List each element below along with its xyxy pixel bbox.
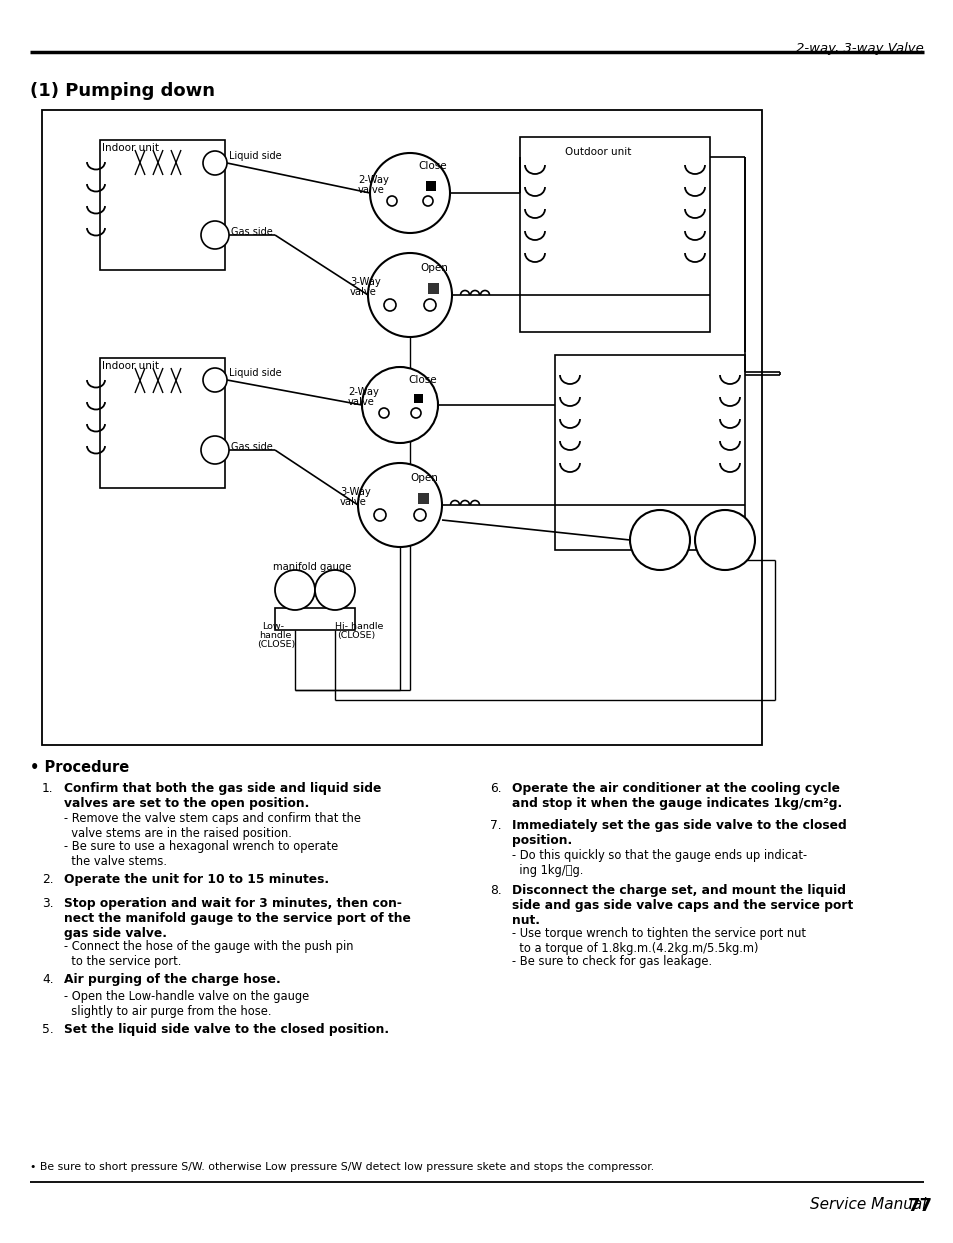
Text: handle: handle (258, 631, 291, 640)
Text: valve: valve (357, 185, 384, 195)
Text: - Use torque wrench to tighten the service port nut
  to a torque of 1.8kg.m.(4.: - Use torque wrench to tighten the servi… (512, 927, 805, 955)
Text: Close: Close (417, 162, 446, 172)
Bar (42, 109, 761, 745)
Circle shape (201, 436, 229, 464)
Text: - Be sure to check for gas leakage.: - Be sure to check for gas leakage. (512, 955, 711, 968)
Bar (100, 140, 225, 270)
Text: - Do this quickly so that the gauge ends up indicat-
  ing 1kg/㎠g.: - Do this quickly so that the gauge ends… (512, 849, 806, 878)
Circle shape (357, 462, 441, 547)
Circle shape (203, 150, 227, 175)
Text: Gas side: Gas side (231, 443, 273, 452)
Text: Hi- handle: Hi- handle (335, 622, 383, 631)
Text: 3.: 3. (42, 897, 53, 910)
Text: Open: Open (419, 264, 447, 273)
Bar (417, 493, 429, 503)
Text: 2-Way: 2-Way (357, 175, 389, 185)
Text: 7.: 7. (490, 819, 501, 832)
Text: 3-Way: 3-Way (350, 277, 380, 287)
Text: • Be sure to short pressure S/W. otherwise Low pressure S/W detect low pressure : • Be sure to short pressure S/W. otherwi… (30, 1162, 654, 1172)
Text: 77: 77 (907, 1197, 932, 1214)
Text: Service Manual: Service Manual (809, 1197, 925, 1212)
Text: Stop operation and wait for 3 minutes, then con-
nect the manifold gauge to the : Stop operation and wait for 3 minutes, t… (64, 897, 411, 940)
Text: - Connect the hose of the gauge with the push pin
  to the service port.: - Connect the hose of the gauge with the… (64, 940, 354, 968)
Text: - Open the Low-handle valve on the gauge
  slightly to air purge from the hose.: - Open the Low-handle valve on the gauge… (64, 989, 309, 1018)
Circle shape (374, 508, 386, 521)
Text: Set the liquid side valve to the closed position.: Set the liquid side valve to the closed … (64, 1023, 389, 1035)
Circle shape (387, 196, 396, 206)
Circle shape (368, 254, 452, 337)
Bar (100, 358, 225, 488)
Text: valve: valve (348, 397, 375, 406)
Text: (CLOSE): (CLOSE) (256, 640, 294, 649)
Text: 2.: 2. (42, 873, 53, 886)
Circle shape (203, 368, 227, 392)
Text: Close: Close (408, 375, 436, 385)
Text: Low-: Low- (262, 622, 284, 631)
Text: 6.: 6. (490, 782, 501, 796)
Text: - Remove the valve stem caps and confirm that the
  valve stems are in the raise: - Remove the valve stem caps and confirm… (64, 812, 360, 840)
Text: Operate the unit for 10 to 15 minutes.: Operate the unit for 10 to 15 minutes. (64, 873, 329, 886)
Bar (274, 608, 355, 630)
Text: Gas side: Gas side (231, 227, 273, 237)
Circle shape (629, 510, 689, 571)
Text: Operate the air conditioner at the cooling cycle
and stop it when the gauge indi: Operate the air conditioner at the cooli… (512, 782, 841, 810)
Circle shape (384, 300, 395, 311)
Text: (CLOSE): (CLOSE) (336, 631, 375, 640)
Text: • Procedure: • Procedure (30, 759, 129, 774)
Text: Confirm that both the gas side and liquid side
valves are set to the open positi: Confirm that both the gas side and liqui… (64, 782, 381, 810)
Text: - Be sure to use a hexagonal wrench to operate
  the valve stems.: - Be sure to use a hexagonal wrench to o… (64, 840, 338, 868)
Text: Air purging of the charge hose.: Air purging of the charge hose. (64, 973, 280, 986)
Text: 1.: 1. (42, 782, 53, 796)
Circle shape (411, 408, 420, 418)
Circle shape (414, 508, 426, 521)
Circle shape (423, 300, 436, 311)
Circle shape (314, 571, 355, 610)
Text: 5.: 5. (42, 1023, 53, 1035)
Text: Outdoor unit: Outdoor unit (564, 147, 631, 157)
Circle shape (274, 571, 314, 610)
Bar (426, 181, 436, 191)
Text: (1) Pumping down: (1) Pumping down (30, 82, 214, 99)
Text: manifold gauge: manifold gauge (273, 562, 351, 572)
Text: Liquid side: Liquid side (229, 368, 281, 378)
Bar (428, 283, 438, 295)
Text: Open: Open (410, 474, 437, 484)
Bar (555, 355, 744, 549)
Text: Liquid side: Liquid side (229, 150, 281, 162)
Circle shape (361, 367, 437, 443)
Circle shape (378, 408, 389, 418)
Text: Disconnect the charge set, and mount the liquid
side and gas side valve caps and: Disconnect the charge set, and mount the… (512, 884, 852, 927)
Text: valve: valve (350, 287, 376, 297)
Text: 3-Way: 3-Way (339, 487, 371, 497)
Bar (519, 137, 709, 332)
Text: Indoor unit: Indoor unit (102, 360, 159, 370)
Text: 8.: 8. (490, 884, 501, 897)
Text: 2-way, 3-way Valve: 2-way, 3-way Valve (796, 42, 923, 55)
Bar (414, 394, 422, 403)
Circle shape (370, 153, 450, 232)
Text: 2-Way: 2-Way (348, 387, 378, 397)
Text: Indoor unit: Indoor unit (102, 143, 159, 153)
Circle shape (422, 196, 433, 206)
Circle shape (695, 510, 754, 571)
Text: Immediately set the gas side valve to the closed
position.: Immediately set the gas side valve to th… (512, 819, 846, 846)
Text: 4.: 4. (42, 973, 53, 986)
Text: valve: valve (339, 497, 367, 507)
Circle shape (201, 221, 229, 249)
